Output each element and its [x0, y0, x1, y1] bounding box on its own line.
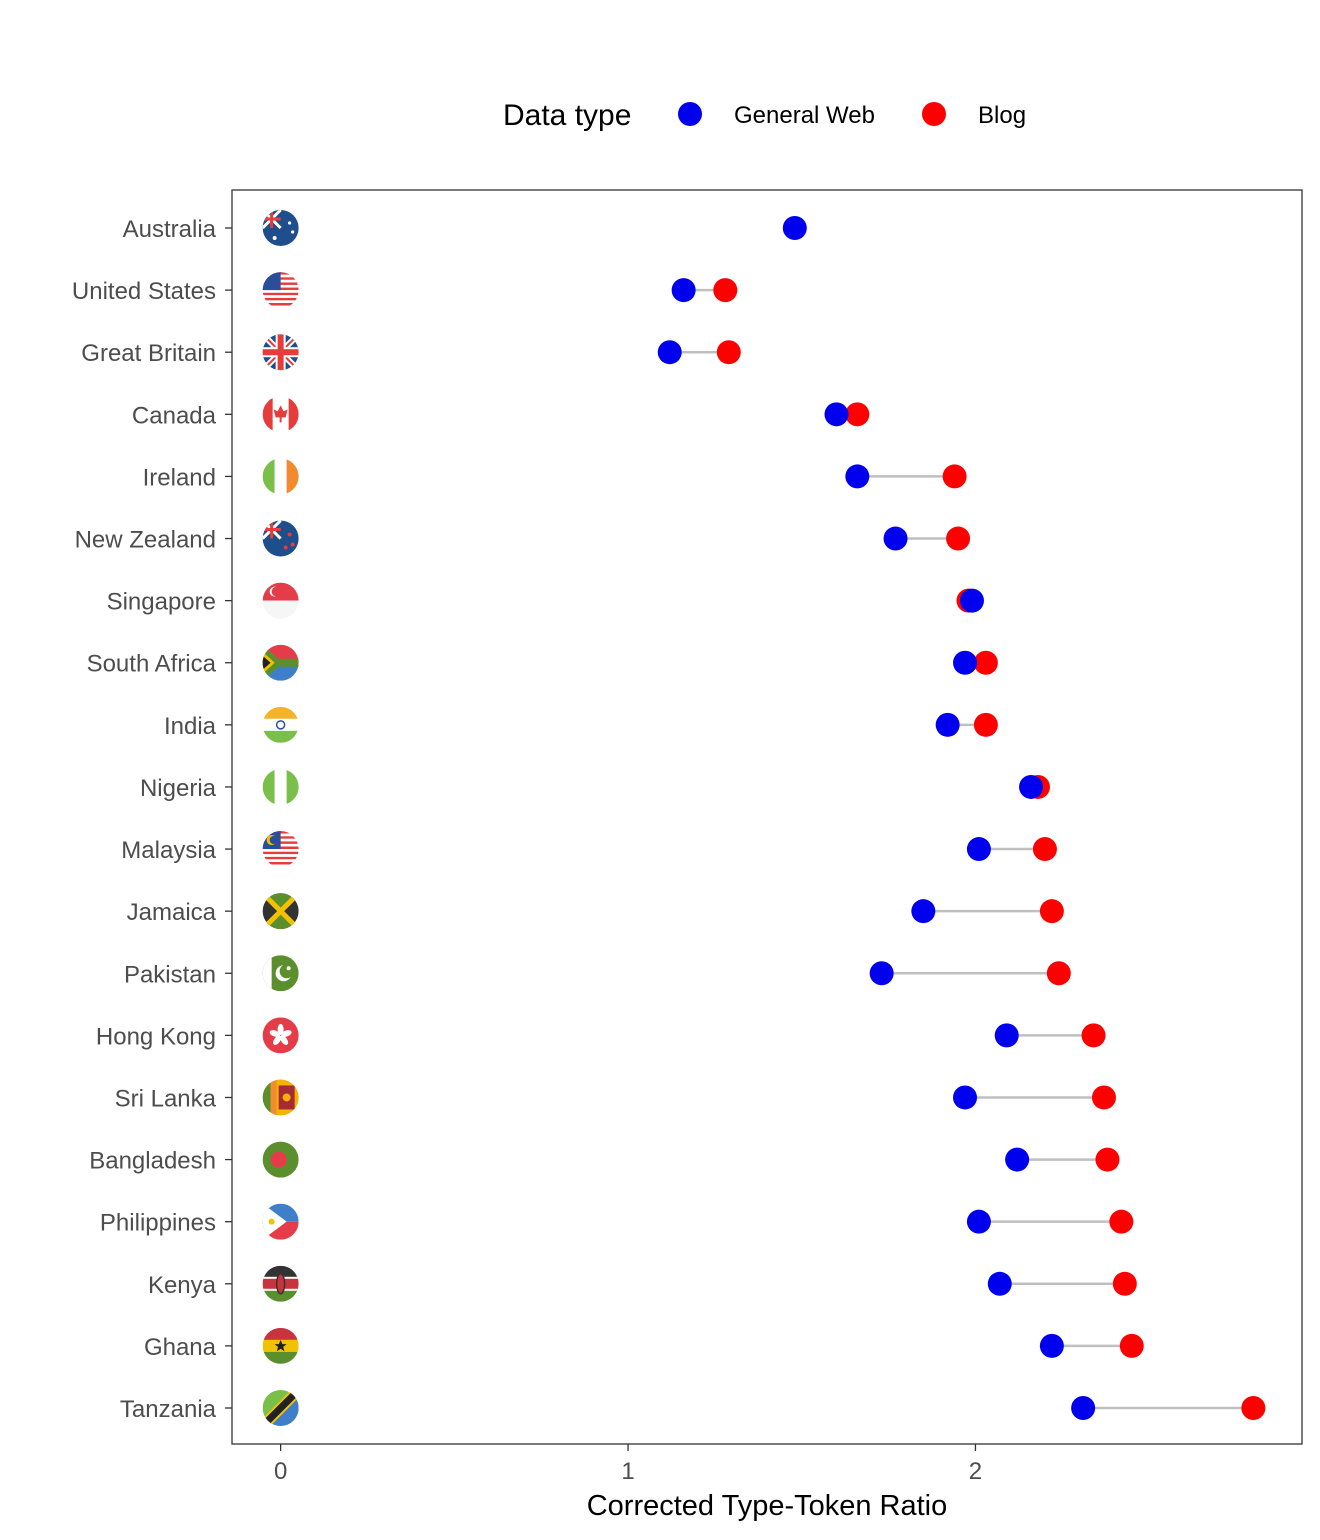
point-general-web-sri-lanka — [953, 1085, 978, 1110]
y-tick-label-great-britain: Great Britain — [81, 340, 216, 367]
point-general-web-united-states — [671, 278, 696, 303]
flag-philippines-icon — [262, 1203, 299, 1240]
flag-great-britain-icon — [262, 334, 299, 371]
point-general-web-ghana — [1039, 1333, 1064, 1358]
flag-jamaica-icon — [262, 893, 299, 930]
point-blog-sri-lanka — [1091, 1085, 1116, 1110]
point-blog-ireland — [942, 464, 967, 489]
point-general-web-pakistan — [869, 961, 894, 986]
point-general-web-tanzania — [1071, 1396, 1096, 1420]
point-general-web-nigeria — [1019, 774, 1044, 799]
x-tick-label: 0 — [274, 1458, 287, 1485]
point-blog-kenya — [1112, 1271, 1137, 1296]
point-general-web-bangladesh — [1005, 1147, 1030, 1172]
data-points — [657, 216, 1266, 1420]
point-general-web-ireland — [845, 464, 870, 489]
x-tick-label: 1 — [621, 1458, 634, 1485]
point-general-web-new-zealand — [883, 526, 908, 551]
point-general-web-south-africa — [953, 650, 978, 675]
y-tick-label-hong-kong: Hong Kong — [96, 1023, 216, 1050]
y-tick-label-nigeria: Nigeria — [140, 775, 217, 802]
flag-bangladesh-icon — [262, 1141, 299, 1178]
point-blog-bangladesh — [1095, 1147, 1120, 1172]
y-tick-label-ireland: Ireland — [143, 464, 216, 491]
flag-malaysia-icon — [262, 831, 299, 865]
flag-india-icon — [262, 706, 299, 743]
point-blog-jamaica — [1039, 899, 1064, 924]
point-general-web-canada — [824, 402, 849, 427]
legend-label-blog: Blog — [978, 102, 1026, 129]
point-blog-tanzania — [1241, 1396, 1266, 1420]
flag-canada-icon — [262, 396, 299, 433]
point-blog-philippines — [1109, 1209, 1134, 1234]
x-axis-title: Corrected Type-Token Ratio — [587, 1490, 948, 1522]
point-general-web-singapore — [959, 588, 984, 613]
y-tick-label-australia: Australia — [123, 216, 217, 243]
y-tick-label-malaysia: Malaysia — [121, 837, 216, 864]
point-general-web-malaysia — [966, 837, 991, 862]
x-tick-label: 2 — [969, 1458, 982, 1485]
y-tick-label-ghana: Ghana — [144, 1334, 217, 1361]
y-tick-label-bangladesh: Bangladesh — [89, 1148, 216, 1175]
flag-singapore-icon — [262, 582, 299, 619]
y-tick-label-philippines: Philippines — [100, 1210, 216, 1237]
y-axis: Australia United States Great Britain Canad… — [72, 216, 232, 1423]
y-tick-label-new-zealand: New Zealand — [75, 527, 216, 554]
flag-hong-kong-icon — [262, 1017, 299, 1054]
y-tick-label-sri-lanka: Sri Lanka — [115, 1085, 217, 1112]
flag-nigeria-icon — [262, 768, 299, 805]
flag-kenya-icon — [262, 1265, 299, 1302]
point-general-web-hong-kong — [994, 1023, 1019, 1048]
point-blog-malaysia — [1032, 837, 1057, 862]
point-general-web-great-britain — [657, 340, 682, 365]
legend-marker-blog — [922, 102, 946, 126]
legend: Data type General Web Blog — [503, 99, 1026, 132]
point-general-web-india — [935, 712, 960, 737]
flag-new-zealand-icon — [262, 520, 299, 557]
legend-label-general-web: General Web — [734, 102, 875, 129]
point-general-web-kenya — [987, 1271, 1012, 1296]
flag-ghana-icon — [262, 1327, 299, 1364]
y-tick-label-south-africa: South Africa — [87, 651, 217, 678]
point-general-web-jamaica — [911, 899, 936, 924]
y-tick-label-united-states: United States — [72, 278, 216, 305]
flag-ireland-icon — [262, 458, 299, 495]
flag-column — [262, 210, 299, 1426]
y-tick-label-canada: Canada — [132, 402, 217, 429]
x-axis: 0 1 2 — [274, 1444, 982, 1485]
y-tick-label-singapore: Singapore — [107, 589, 216, 616]
plot-panel — [231, 189, 1303, 1445]
legend-title: Data type — [503, 99, 631, 132]
flag-pakistan-icon — [262, 955, 299, 992]
flag-united-states-icon — [262, 272, 299, 306]
y-tick-label-pakistan: Pakistan — [124, 961, 216, 988]
flag-australia-icon — [262, 210, 299, 246]
point-blog-india — [973, 712, 998, 737]
y-tick-label-india: India — [164, 713, 217, 740]
point-blog-new-zealand — [946, 526, 971, 551]
point-blog-united-states — [713, 278, 738, 303]
point-blog-canada — [845, 402, 870, 427]
point-general-web-australia — [782, 216, 807, 240]
point-blog-hong-kong — [1081, 1023, 1106, 1048]
point-blog-south-africa — [973, 650, 998, 675]
point-general-web-philippines — [966, 1209, 991, 1234]
y-tick-label-kenya: Kenya — [148, 1272, 217, 1299]
point-blog-ghana — [1119, 1333, 1144, 1358]
point-blog-pakistan — [1046, 961, 1071, 986]
flag-tanzania-icon — [262, 1390, 299, 1426]
flag-sri-lanka-icon — [262, 1079, 299, 1116]
point-blog-great-britain — [716, 340, 741, 365]
flag-south-africa-icon — [262, 644, 299, 681]
y-tick-label-jamaica: Jamaica — [127, 899, 217, 926]
y-tick-label-tanzania: Tanzania — [120, 1396, 217, 1423]
legend-marker-general-web — [678, 102, 702, 126]
